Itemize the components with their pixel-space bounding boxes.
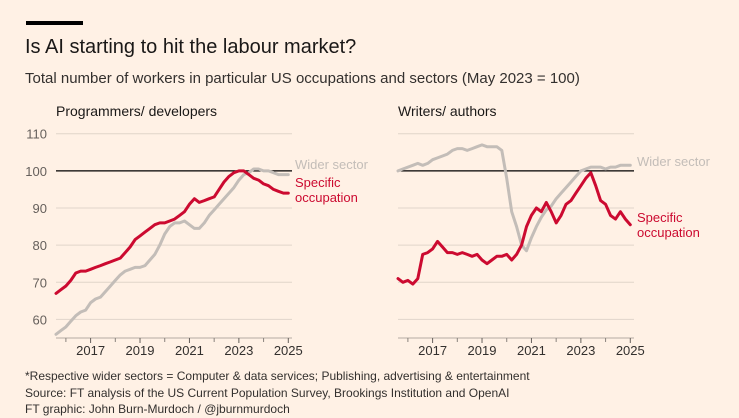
panel-title: Programmers/ developers: [56, 103, 217, 119]
footer: *Respective wider sectors = Computer & d…: [25, 368, 530, 418]
wider-sector-line: [54, 167, 290, 336]
specific-occupation-label: Specific: [295, 175, 341, 190]
panel-title: Writers/ authors: [398, 103, 497, 119]
x-tick-label: 2023: [566, 343, 595, 358]
x-tick-label: 2021: [517, 343, 546, 358]
x-tick-label: 2023: [224, 343, 253, 358]
y-tick-label: 70: [33, 275, 47, 290]
specific-occupation-label: Specific: [637, 210, 683, 225]
wider-sector-label: Wider sector: [295, 157, 369, 172]
x-tick-label: 2021: [175, 343, 204, 358]
x-tick-label: 2019: [126, 343, 155, 358]
footer-note: *Respective wider sectors = Computer & d…: [25, 369, 530, 383]
chart-title: Is AI starting to hit the labour market?: [25, 36, 357, 58]
ft-topbar: [26, 21, 83, 25]
footer-credit: FT graphic: John Burn-Murdoch / @jburnmu…: [25, 402, 290, 416]
x-tick-label: 2025: [274, 343, 303, 358]
wider-sector-label: Wider sector: [637, 154, 711, 169]
x-tick-label: 2025: [616, 343, 645, 358]
y-tick-label: 80: [33, 238, 47, 253]
y-tick-label: 100: [25, 164, 47, 179]
panel-writers: Writers/ authors 2017 2019 2021 2023 2025 Wide…: [396, 103, 711, 358]
specific-occupation-label: occupation: [637, 225, 700, 240]
y-tick-label: 110: [26, 127, 47, 142]
chart-subtitle: Total number of workers in particular US…: [25, 70, 580, 87]
x-tick-label: 2019: [468, 343, 497, 358]
specific-occupation-line: [54, 169, 290, 295]
y-tick-label: 60: [33, 312, 47, 327]
footer-source: Source: FT analysis of the US Current Po…: [25, 385, 510, 400]
specific-occupation-label: occupation: [295, 190, 358, 205]
y-tick-label: 90: [33, 201, 47, 216]
panel-programmers: Programmers/ developers 60 70 80 90 100 110 201…: [25, 103, 368, 358]
x-tick-label: 2017: [418, 343, 447, 358]
wider-sector-line: [396, 143, 632, 253]
specific-occupation-line: [396, 171, 632, 286]
x-tick-label: 2017: [76, 343, 105, 358]
